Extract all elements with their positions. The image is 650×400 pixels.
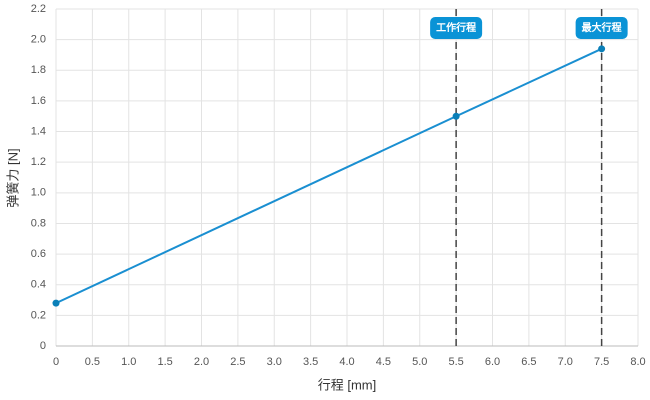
x-tick-label: 0.5 [85, 356, 100, 368]
y-tick-label: 0.8 [31, 217, 46, 229]
x-tick-label: 3.0 [267, 356, 282, 368]
x-tick-label: 7.0 [558, 356, 573, 368]
data-point [52, 299, 60, 307]
data-point [452, 112, 460, 120]
x-tick-label: 4.0 [339, 356, 354, 368]
x-tick-label: 5.5 [448, 356, 463, 368]
x-tick-label: 6.0 [485, 356, 500, 368]
x-tick-label: 1.0 [121, 356, 136, 368]
x-tick-label: 1.5 [157, 356, 172, 368]
y-tick-label: 0 [40, 340, 46, 352]
y-tick-label: 1.4 [31, 125, 46, 137]
y-axis-title: 弹簧力 [N] [5, 148, 20, 207]
annotation-box [575, 17, 628, 39]
x-tick-label: 5.0 [412, 356, 427, 368]
x-tick-label: 4.5 [376, 356, 391, 368]
x-axis-title: 行程 [mm] [318, 377, 377, 392]
y-tick-label: 1.2 [31, 156, 46, 168]
annotation-label: 工作行程 [436, 21, 476, 34]
annotation-box [430, 17, 483, 39]
x-tick-label: 2.0 [194, 356, 209, 368]
x-tick-label: 6.5 [521, 356, 536, 368]
y-tick-label: 2.0 [31, 34, 46, 46]
y-tick-label: 0.4 [31, 279, 46, 291]
y-tick-label: 0.6 [31, 248, 46, 260]
y-tick-label: 0.2 [31, 309, 46, 321]
y-tick-label: 2.2 [31, 3, 46, 15]
y-tick-label: 1.8 [31, 64, 46, 76]
x-tick-label: 3.5 [303, 356, 318, 368]
data-point [598, 45, 606, 53]
y-tick-label: 1.6 [31, 95, 46, 107]
y-tick-label: 1.0 [31, 187, 46, 199]
x-tick-label: 8.0 [630, 356, 645, 368]
x-tick-label: 7.5 [594, 356, 609, 368]
annotation-label: 最大行程 [582, 21, 622, 34]
data-line [55, 47, 603, 305]
x-tick-label: 2.5 [230, 356, 245, 368]
x-tick-label: 0 [53, 356, 59, 368]
